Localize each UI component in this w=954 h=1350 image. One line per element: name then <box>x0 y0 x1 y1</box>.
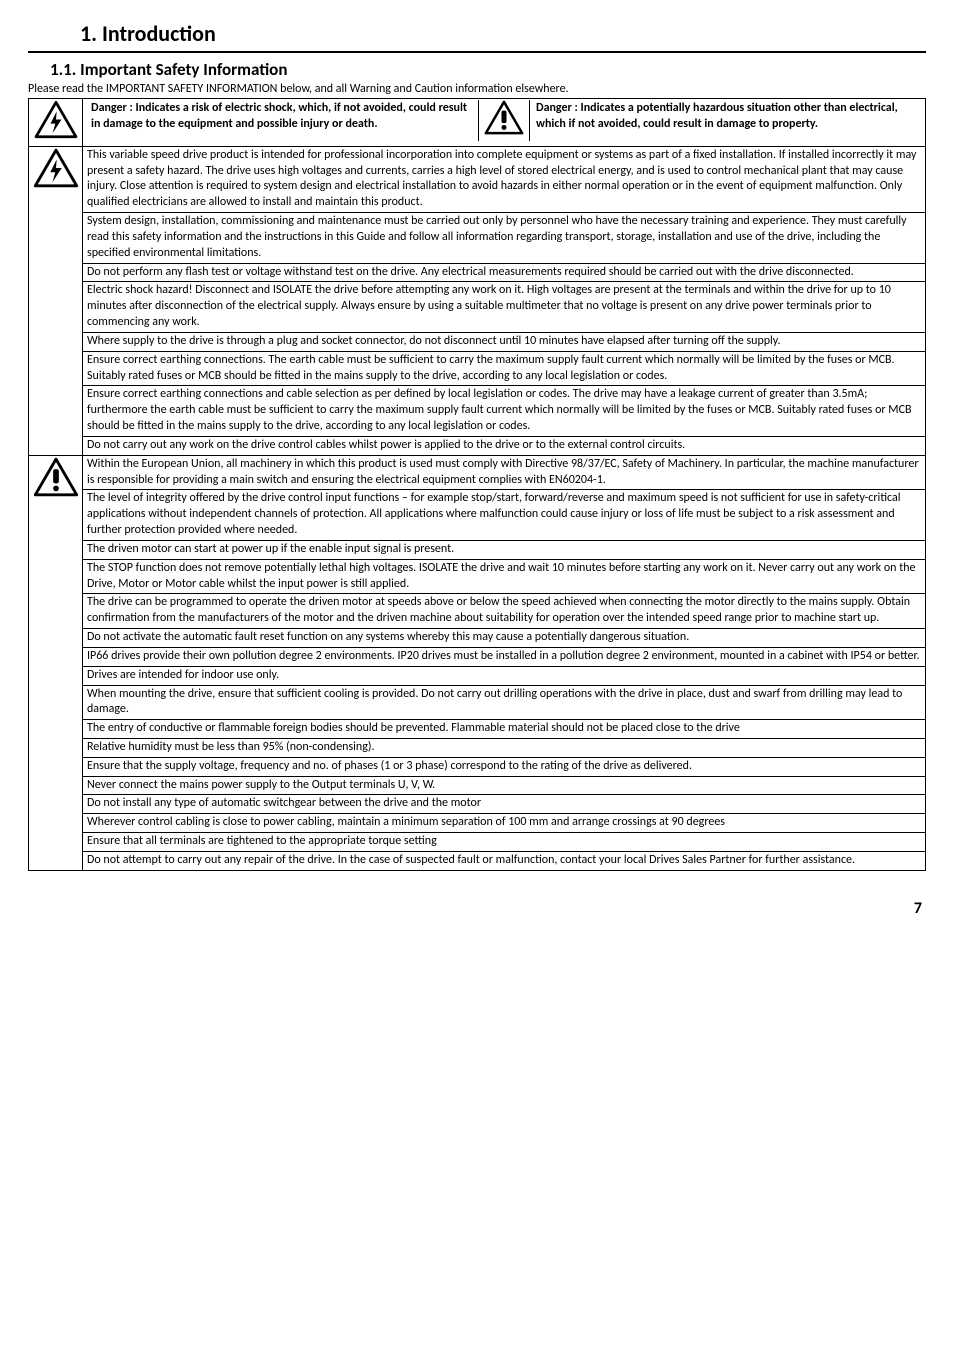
table-row: The drive can be programmed to operate t… <box>83 594 926 629</box>
warning-icon <box>33 457 79 503</box>
table-row: System design, installation, commissioni… <box>83 213 926 263</box>
shock-icon <box>33 148 79 194</box>
group1-shock-icon-cell <box>29 146 83 455</box>
header-definitions: Danger : Indicates a risk of electric sh… <box>83 99 926 147</box>
table-row: Where supply to the drive is through a p… <box>83 332 926 351</box>
table-row: Do not install any type of automatic swi… <box>83 795 926 814</box>
document-page: 1. Introduction 1.1. Important Safety In… <box>0 0 954 930</box>
shock-icon <box>34 100 78 145</box>
table-row: Do not perform any flash test or voltage… <box>83 263 926 282</box>
table-row: Electric shock hazard! Disconnect and IS… <box>83 282 926 332</box>
table-row: The STOP function does not remove potent… <box>83 559 926 594</box>
subsection-heading: 1.1. Important Safety Information <box>28 59 926 80</box>
table-row: The driven motor can start at power up i… <box>83 540 926 559</box>
table-row: Ensure correct earthing connections and … <box>83 386 926 436</box>
header-warn-icon-cell <box>479 100 530 141</box>
table-row: IP66 drives provide their own pollution … <box>83 647 926 666</box>
table-row: Drives are intended for indoor use only. <box>83 666 926 685</box>
page-number: 7 <box>28 871 926 918</box>
table-row: Ensure that the supply voltage, frequenc… <box>83 757 926 776</box>
danger-general-definition: Danger : Indicates a potentially hazardo… <box>530 100 921 141</box>
table-row: Do not attempt to carry out any repair o… <box>83 851 926 870</box>
safety-table: Danger : Indicates a risk of electric sh… <box>28 98 926 871</box>
table-row: Never connect the mains power supply to … <box>83 776 926 795</box>
table-row: Wherever control cabling is close to pow… <box>83 814 926 833</box>
table-row: Ensure correct earthing connections. The… <box>83 351 926 386</box>
table-row: Relative humidity must be less than 95% … <box>83 738 926 757</box>
table-row: The level of integrity offered by the dr… <box>83 490 926 540</box>
table-row: Do not activate the automatic fault rese… <box>83 629 926 648</box>
group2-warn-icon-cell <box>29 455 83 870</box>
table-row: Within the European Union, all machinery… <box>83 455 926 490</box>
header-shock-icon-cell <box>29 99 83 147</box>
table-row: Ensure that all terminals are tightened … <box>83 833 926 852</box>
table-row: Do not carry out any work on the drive c… <box>83 436 926 455</box>
table-row: When mounting the drive, ensure that suf… <box>83 685 926 720</box>
danger-electrical-definition: Danger : Indicates a risk of electric sh… <box>87 100 479 141</box>
intro-text: Please read the IMPORTANT SAFETY INFORMA… <box>28 82 926 96</box>
table-row: This variable speed drive product is int… <box>83 146 926 212</box>
section-heading: 1. Introduction <box>28 20 926 53</box>
table-row: The entry of conductive or flammable for… <box>83 720 926 739</box>
warning-icon <box>484 100 524 141</box>
